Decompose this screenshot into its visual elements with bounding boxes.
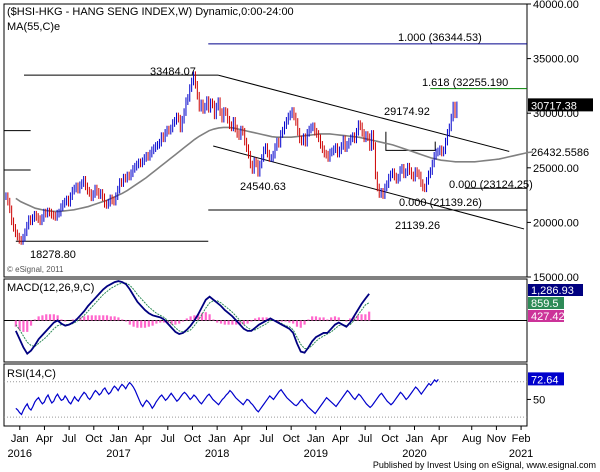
price-axis-label: 40000.00 [533,0,579,11]
footer-text: Published by Invest Using on eSignal, ww… [373,460,596,470]
x-axis-month-label: Oct [184,433,201,445]
fib-label-0000-b: 0.000 (21139.26) [399,197,482,209]
x-axis-month-label: Jan [307,433,325,445]
x-axis-month-label: Oct [283,433,300,445]
x-axis-month-label: Oct [85,433,102,445]
x-axis-month-label: Apr [233,433,250,445]
channel-upper-line [218,74,510,152]
x-axis-month-label: Jan [208,433,226,445]
macd-title: MACD(12,26,9,C) [7,282,94,294]
fib-label-1618: 1.618 (32255.190 [422,77,508,89]
rsi-line [15,378,439,416]
price-axis-label: 20000.00 [533,217,579,229]
x-axis-year-label: 2018 [205,448,229,460]
price-axis-label: 15000.00 [533,272,579,284]
hist-badge-label: 427.42 [531,311,565,323]
macd-signal-line [15,282,370,350]
annotation-low-2016: 18278.80 [30,249,76,261]
rsi-axis-label: 50 [533,394,545,406]
rsi-badge [528,372,564,386]
ma-badge-label: 26432.5586 [531,147,589,159]
chart-title: ($HSI-HKG - HANG SENG INDEX,W) Dynamic,0… [7,6,294,18]
x-axis-year-label: 2021 [509,448,533,460]
x-axis-month-label: Jul [62,433,76,445]
annotation-high-2019: 29174.92 [384,106,430,118]
rsi-badge-label: 72.64 [531,374,559,386]
hist-badge [528,310,564,322]
price-badge [528,98,593,112]
x-axis-month-label: Aug [462,433,482,445]
macd-layer [4,280,527,356]
rsi-title: RSI(14,C) [7,368,56,380]
x-axis-year-label: 2020 [402,448,426,460]
x-axis-month-label: Jan [11,433,29,445]
x-axis-year-label: 2017 [106,448,130,460]
ma-legend: MA(55,C)e [7,21,60,33]
macd-badge-label: 1,286.93 [531,285,574,297]
channel-lower-line [213,145,525,230]
rsi-pane [3,363,528,427]
x-axis-month-label: Apr [135,433,152,445]
watermark: © eSignal, 2011 [7,265,64,274]
fib-label-0000-a: 0.000 (23124.25) [449,179,533,191]
x-axis-year-label: 2019 [304,448,328,460]
axis-layer: 40000.0035000.0030000.0025000.0020000.00… [8,0,593,460]
signal-badge [528,297,564,309]
price-pane [3,3,528,278]
x-axis-year-label: 2016 [8,448,32,460]
macd-badge [528,284,583,296]
x-axis-month-label: Jul [358,433,372,445]
annotation-low-2020: 21139.26 [395,220,440,232]
signal-badge-label: 859.5 [531,298,559,310]
macd-line [15,280,370,356]
fib-label-1000: 1.000 (36344.53) [398,32,482,44]
x-axis-month-label: Jul [259,433,273,445]
price-axis-label: 25000.00 [533,163,579,175]
rsi-layer [4,378,527,418]
annotation-high-2018: 33484.07 [150,66,196,78]
x-axis-month-label: Apr [431,433,448,445]
x-axis-month-label: Apr [36,433,53,445]
annotation-low-2018: 24540.63 [240,181,286,193]
x-axis-month-label: Apr [332,433,349,445]
price-axis-label: 35000.00 [533,54,579,66]
ma55-line [15,126,533,213]
price-badge-label: 30717.38 [531,100,577,112]
x-axis-month-label: Nov [487,433,507,445]
price-layer [4,43,533,245]
x-axis-month-label: Jan [406,433,424,445]
x-axis-month-label: Oct [381,433,398,445]
x-axis-month-label: Jul [161,433,175,445]
x-axis-month-label: Jan [110,433,128,445]
x-axis-month-label: Feb [512,433,531,445]
